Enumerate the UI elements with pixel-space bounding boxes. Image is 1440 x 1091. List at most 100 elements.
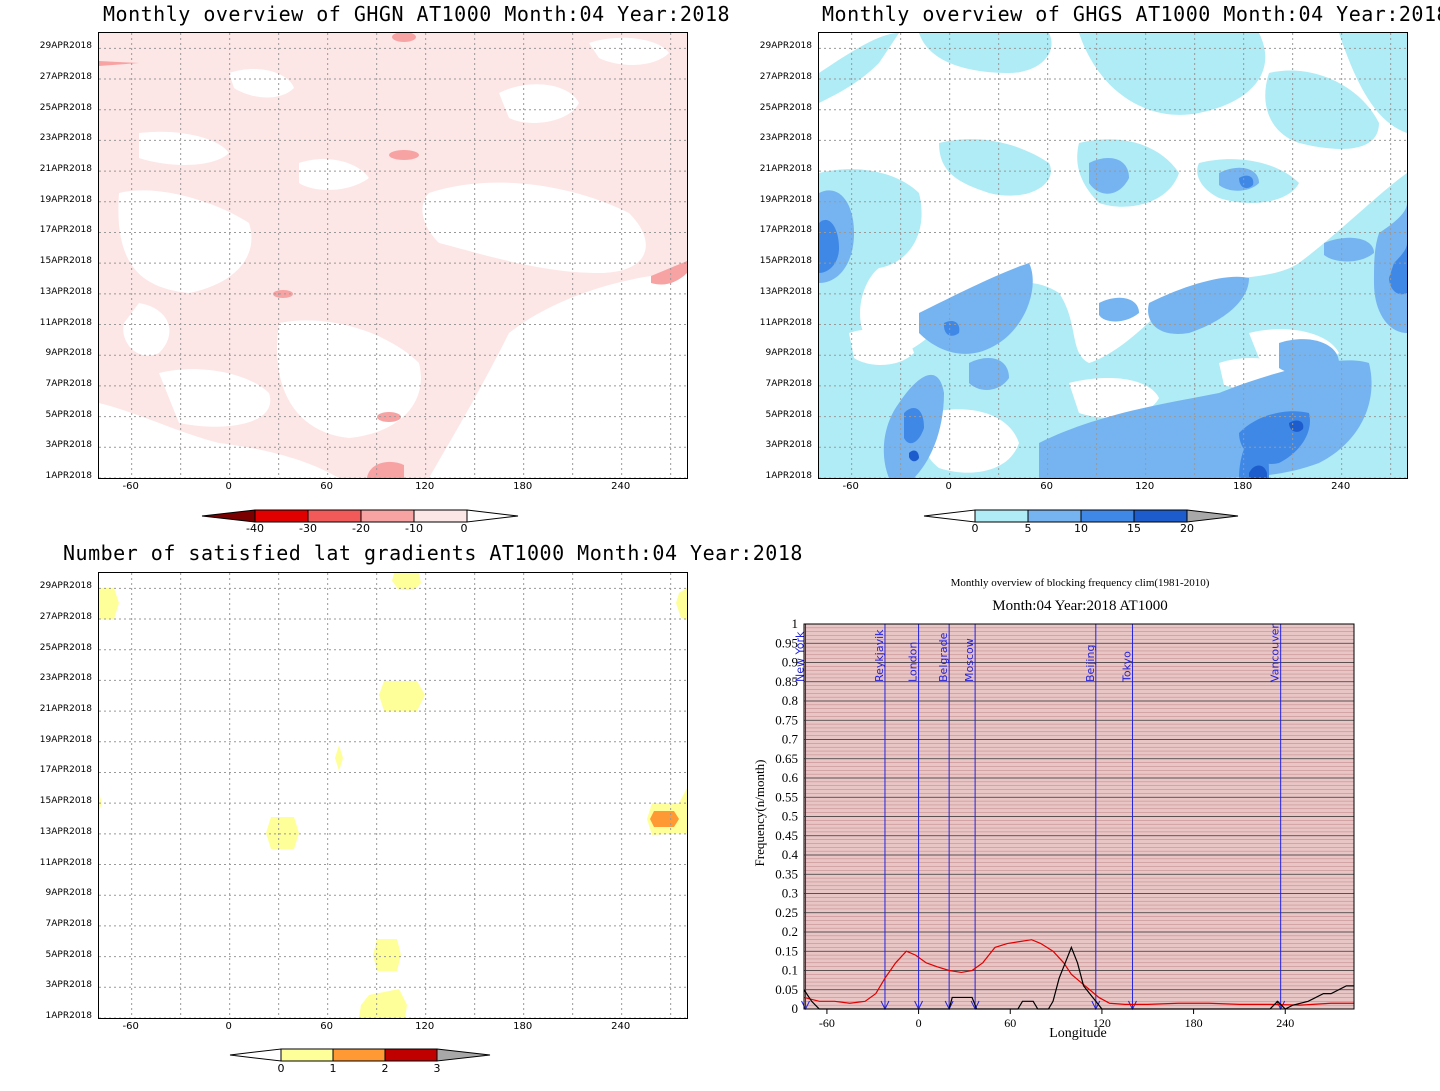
grad-cbar-label: 2 [381, 1062, 389, 1075]
ghgn-cbar-label: -10 [405, 522, 423, 535]
grad-date-tick: 1APR2018 [45, 1011, 92, 1021]
ghgs-date-tick: 13APR2018 [759, 286, 812, 297]
ghgs-plot [818, 32, 1408, 479]
block-y-tick: 0.5 [782, 809, 798, 824]
block-y-tick: 0.3 [782, 886, 798, 901]
block-y-tick: 0.45 [775, 828, 798, 843]
ghgs-title: Monthly overview of GHGS AT1000 Month:04… [822, 2, 1440, 26]
block-y-tick: 0.25 [775, 905, 798, 920]
ghgn-date-tick: 7APR2018 [45, 378, 92, 389]
block-x-tick: 240 [1276, 1016, 1294, 1030]
ghgn-lon-tick: -60 [122, 481, 139, 492]
ghgn-date-tick: 11APR2018 [39, 317, 92, 328]
grad-title: Number of satisfied lat gradients AT1000… [63, 541, 803, 565]
ghgn-date-tick: 5APR2018 [45, 409, 92, 420]
block-y-tick: 0.05 [775, 982, 798, 997]
grad-date-tick: 5APR2018 [45, 949, 92, 960]
grad-date-tick: 27APR2018 [39, 612, 92, 623]
block-y-tick: 0.6 [782, 770, 799, 785]
grad-date-tick: 15APR2018 [39, 796, 92, 807]
grad-date-tick: 21APR2018 [39, 704, 92, 715]
block-x-tick: 60 [1004, 1016, 1016, 1030]
ghgn-date-tick: 9APR2018 [45, 348, 92, 359]
ghgs-cbar-label: 5 [1024, 522, 1032, 535]
grad-plot [98, 572, 688, 1019]
observed-line [803, 945, 1354, 1010]
ghgn-date-tick: 25APR2018 [39, 102, 92, 113]
city-label: Reykjavik [873, 629, 886, 682]
city-label: Moscow [963, 638, 976, 682]
block-y-tick: 0.35 [775, 866, 798, 881]
block-y-tick: 0 [792, 1001, 799, 1016]
block-y-tick: 0.1 [782, 963, 798, 978]
ghgn-date-tick: 13APR2018 [39, 286, 92, 297]
grad-lon-tick: -60 [122, 1021, 139, 1032]
block-y-tick: 0.15 [775, 943, 798, 958]
ghgn-cbar-label: 0 [460, 522, 468, 535]
grad-cbar-label: 0 [277, 1062, 285, 1075]
ghgn-plot [98, 32, 688, 479]
city-label: Belgrade [937, 632, 950, 682]
grad-lon-tick: 240 [611, 1021, 631, 1032]
block-y-tick: 0.55 [775, 789, 798, 804]
block-x-tick: 0 [916, 1016, 922, 1030]
ghgs-date-tick: 21APR2018 [759, 164, 812, 175]
ghgn-field [99, 33, 687, 478]
ghgn-lon-tick: 180 [513, 481, 533, 492]
city-label: Vancouver [1269, 624, 1282, 682]
city-label: Beijing [1084, 645, 1097, 682]
ghgn-date-tick: 19APR2018 [39, 194, 92, 205]
grad-date-tick: 11APR2018 [39, 857, 92, 868]
ghgs-lon-tick: 240 [1331, 481, 1351, 492]
ghgs-date-tick: 7APR2018 [765, 378, 812, 389]
ghgs-date-tick: 11APR2018 [759, 317, 812, 328]
block-x-tick: -60 [819, 1016, 835, 1030]
ghgn-date-tick: 27APR2018 [39, 72, 92, 83]
grad-date-tick: 19APR2018 [39, 734, 92, 745]
ghgn-date-tick: 29APR2018 [39, 41, 92, 52]
ghgs-lon-tick: 120 [1135, 481, 1155, 492]
ghgs-cbar-label: 20 [1180, 522, 1194, 535]
block-title-line2: Month:04 Year:2018 AT1000 [992, 598, 1168, 614]
ghgs-date-tick: 1APR2018 [765, 471, 812, 481]
ghgn-lon-tick: 0 [225, 481, 232, 492]
ghgs-cbar-label: 15 [1127, 522, 1141, 535]
ghgs-date-tick: 23APR2018 [759, 133, 812, 144]
grad-date-tick: 9APR2018 [45, 888, 92, 899]
grad-date-tick: 23APR2018 [39, 673, 92, 684]
ghgn-cbar-label: -20 [352, 522, 370, 535]
grad-date-tick: 13APR2018 [39, 826, 92, 837]
block-y-tick: 1 [792, 616, 799, 631]
block-y-tick: 0.2 [782, 924, 798, 939]
ghgs-colorbar [923, 509, 1239, 523]
block-frame [803, 623, 1355, 1010]
ghgs-date-tick: 19APR2018 [759, 194, 812, 205]
block-y-tick: 0.8 [782, 693, 798, 708]
climatology-line [803, 939, 1354, 1006]
ghgn-cbar-label: -30 [299, 522, 317, 535]
block-xlabel: Longitude [1049, 1026, 1107, 1041]
ghgs-date-tick: 29APR2018 [759, 41, 812, 52]
ghgs-lon-tick: 60 [1040, 481, 1054, 492]
ghgs-lon-tick: 0 [945, 481, 952, 492]
ghgs-date-tick: 27APR2018 [759, 72, 812, 83]
ghgs-date-tick: 17APR2018 [759, 225, 812, 236]
ghgn-date-tick: 3APR2018 [45, 440, 92, 451]
grad-date-tick: 3APR2018 [45, 980, 92, 991]
block-y-tick: 0.4 [782, 847, 799, 862]
block-chart: 0 0.05 0.1 0.15 0.2 0.25 0.3 0.35 0.4 0.45 0.5 0.55… [775, 616, 1355, 1030]
city-label: London [907, 642, 920, 682]
ghgs-date-tick: 15APR2018 [759, 256, 812, 267]
ghgs-date-tick: 25APR2018 [759, 102, 812, 113]
ghgn-colorbar [201, 509, 519, 523]
block-y-tick: 0.9 [782, 655, 798, 670]
ghgn-date-tick: 17APR2018 [39, 225, 92, 236]
city-label: Tokyo [1120, 651, 1133, 683]
grad-lon-tick: 60 [320, 1021, 334, 1032]
block-x-tick: 180 [1185, 1016, 1203, 1030]
grad-field [99, 573, 687, 1018]
grad-cbar-label: 3 [433, 1062, 441, 1075]
grad-date-tick: 7APR2018 [45, 918, 92, 929]
ghgn-title: Monthly overview of GHGN AT1000 Month:04… [103, 2, 731, 26]
ghgs-lon-tick: 180 [1233, 481, 1253, 492]
